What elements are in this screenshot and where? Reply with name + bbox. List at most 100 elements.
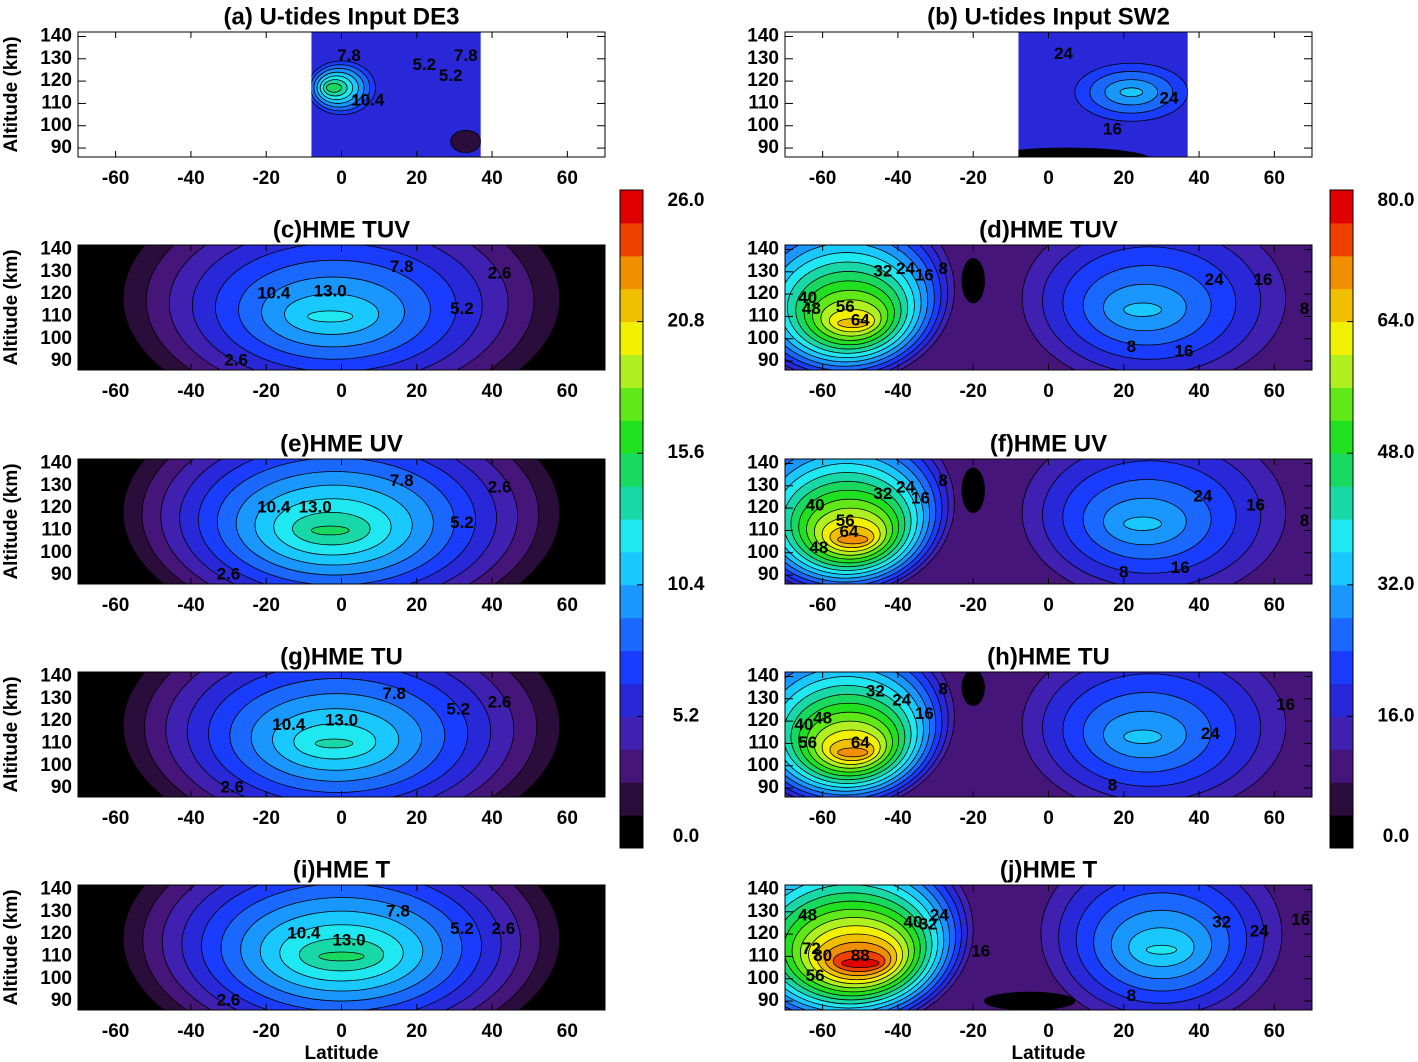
y-tick-label: 130 — [40, 688, 72, 709]
x-tick-label: 60 — [1264, 1021, 1285, 1042]
contour-label: 40 — [798, 288, 817, 307]
x-tick-label: 20 — [406, 168, 427, 189]
x-tick-label: -60 — [809, 595, 836, 616]
contour-label: 24 — [1159, 88, 1178, 107]
contour-band — [961, 672, 985, 706]
y-tick-label: 110 — [748, 519, 779, 540]
contour-label: 88 — [851, 946, 870, 965]
contour-field — [785, 459, 1312, 584]
colorbar-tick-label: 10.4 — [668, 574, 705, 595]
colorbar-band — [620, 321, 643, 355]
colorbar-band — [1330, 617, 1353, 652]
x-tick-label: -60 — [809, 381, 836, 402]
y-tick-label: 140 — [747, 878, 779, 899]
y-tick-label: 110 — [41, 945, 72, 966]
x-tick-label: -40 — [884, 168, 911, 189]
x-tick-label: 0 — [1043, 595, 1054, 616]
contour-label: 5.2 — [450, 513, 474, 532]
contour-band — [837, 747, 869, 758]
contour-label: 2.6 — [492, 919, 516, 938]
contour-band — [1018, 147, 1150, 157]
x-tick-label: 60 — [557, 595, 578, 616]
y-tick-label: 110 — [41, 305, 72, 326]
colorbar-band — [620, 255, 643, 290]
colorbar-frame — [619, 189, 644, 849]
x-tick-label: -40 — [177, 168, 204, 189]
colorbar-band — [620, 190, 643, 224]
contour-label: 7.8 — [337, 46, 361, 65]
contour-label: 80 — [813, 946, 832, 965]
contour-band — [1123, 516, 1162, 531]
x-tick-label: 20 — [1113, 808, 1134, 829]
x-tick-label: -20 — [959, 595, 986, 616]
contour-label: 16 — [971, 941, 990, 960]
panel-title: (f)HME UV — [990, 430, 1107, 457]
x-tick-label: 20 — [1113, 381, 1134, 402]
y-tick-label: 90 — [51, 350, 72, 371]
x-tick-label: 40 — [482, 808, 503, 829]
contour-band — [326, 82, 342, 93]
contour-label: 16 — [1254, 270, 1273, 289]
panel-title: (e)HME UV — [280, 430, 403, 457]
colorbar-band — [620, 584, 643, 619]
contour-label: 13.0 — [332, 930, 365, 949]
colorbar-band — [620, 617, 643, 652]
x-tick-label: -20 — [959, 381, 986, 402]
y-tick-label: 120 — [747, 497, 779, 518]
y-tick-label: 130 — [40, 261, 72, 282]
x-tick-label: -20 — [252, 595, 279, 616]
contour-label: 10.4 — [272, 715, 306, 734]
x-tick-label: -60 — [102, 381, 129, 402]
colorbar-band — [620, 749, 643, 783]
contour-label: 32 — [873, 484, 892, 503]
panel-title: (h)HME TU — [987, 643, 1110, 670]
contour-label: 13.0 — [299, 498, 332, 517]
colorbar-band — [620, 222, 643, 257]
y-tick-label: 120 — [747, 283, 779, 304]
contour-label: 48 — [798, 906, 817, 925]
x-tick-label: 20 — [406, 808, 427, 829]
contour-label: 8 — [938, 679, 947, 698]
y-tick-label: 100 — [747, 542, 779, 563]
contour-label: 24 — [892, 691, 911, 710]
contour-label: 10.4 — [257, 284, 291, 303]
x-tick-label: -60 — [102, 1021, 129, 1042]
contour-label: 8 — [1108, 775, 1117, 794]
contour-label: 64 — [851, 733, 870, 752]
x-tick-label: 40 — [482, 168, 503, 189]
contour-band — [837, 318, 869, 328]
colorbar-band — [620, 288, 643, 323]
colorbar-band — [1330, 255, 1353, 290]
x-tick-label: 40 — [482, 1021, 503, 1042]
contour-label: 24 — [1205, 270, 1224, 289]
contour-band — [450, 129, 481, 153]
colorbar-band — [1330, 354, 1353, 388]
contour-band — [1123, 302, 1162, 317]
contour-label: 32 — [919, 915, 938, 934]
contour-label: 24 — [930, 906, 949, 925]
colorbar-tick-label: 48.0 — [1378, 442, 1415, 463]
x-tick-label: 0 — [336, 168, 347, 189]
y-tick-label: 90 — [51, 777, 72, 798]
y-tick-label: 100 — [40, 968, 72, 989]
colorbar-band — [620, 486, 643, 520]
y-tick-label: 100 — [40, 328, 72, 349]
x-tick-label: 40 — [482, 381, 503, 402]
colorbar-tick-label: 0.0 — [673, 826, 699, 847]
contour-label: 48 — [813, 708, 832, 727]
y-tick-label: 130 — [40, 901, 72, 922]
contour-band — [307, 310, 354, 323]
colorbar-band — [1330, 222, 1353, 257]
contour-band — [1123, 729, 1162, 744]
y-tick-label: 90 — [51, 137, 72, 158]
contour-label: 32 — [1212, 912, 1231, 931]
contour-label: 7.8 — [454, 46, 478, 65]
y-tick-label: 90 — [758, 777, 779, 798]
contour-label: 16 — [1175, 342, 1194, 361]
contour-label: 16 — [915, 266, 934, 285]
contour-label: 16 — [911, 489, 930, 508]
x-tick-label: 0 — [336, 1021, 347, 1042]
contour-label: 56 — [836, 297, 855, 316]
y-tick-label: 140 — [747, 238, 779, 259]
contour-label: 32 — [866, 682, 885, 701]
